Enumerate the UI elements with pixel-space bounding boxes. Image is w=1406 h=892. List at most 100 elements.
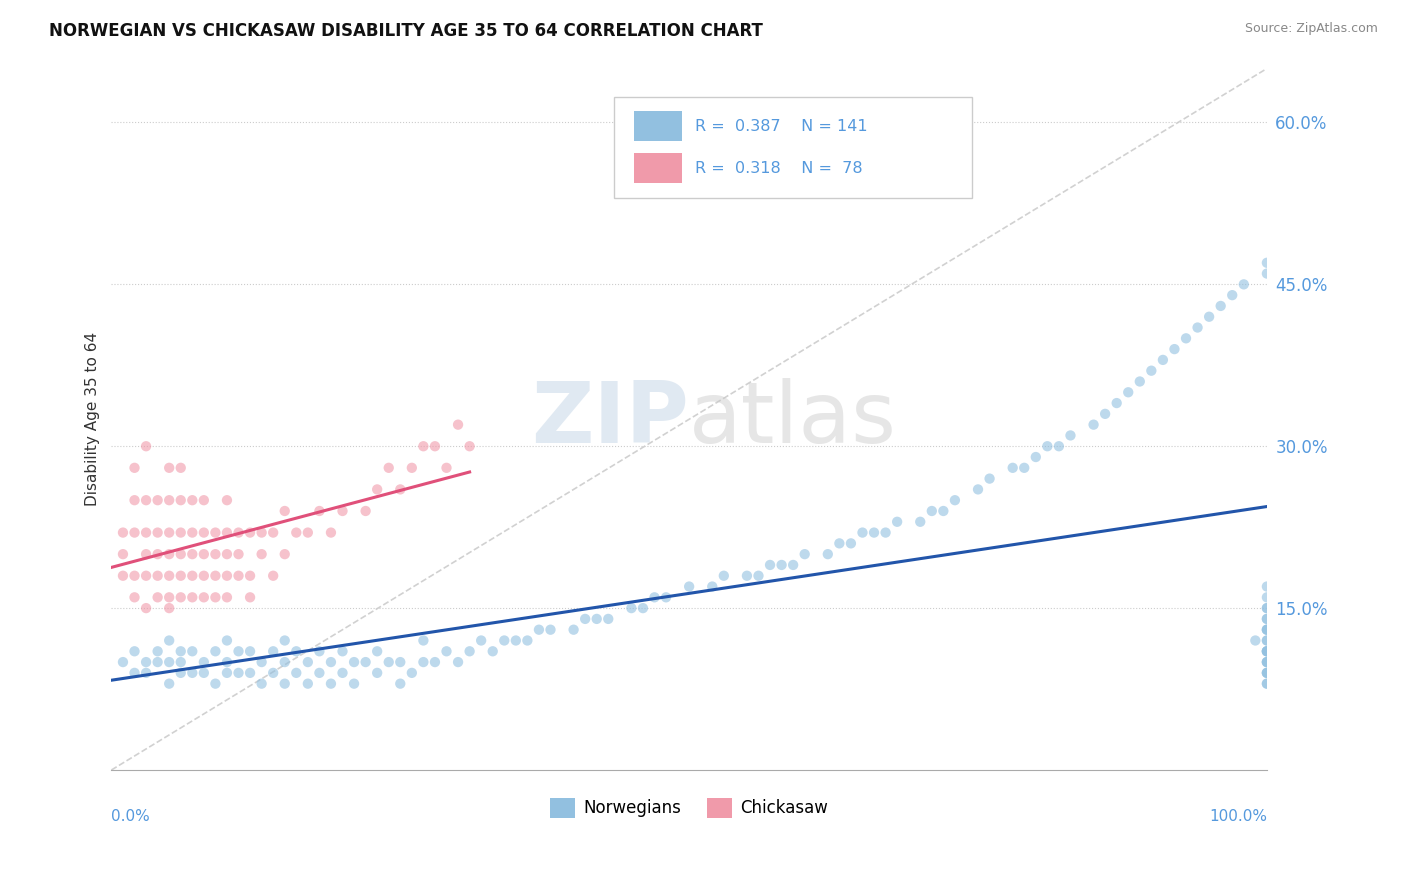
Point	[124, 460, 146, 475]
Point	[319, 676, 342, 690]
Point	[863, 525, 886, 540]
Point	[215, 525, 238, 540]
Point	[170, 493, 193, 508]
Point	[250, 547, 273, 561]
Point	[250, 676, 273, 690]
Point	[562, 623, 585, 637]
Point	[262, 665, 284, 680]
Point	[1256, 580, 1278, 594]
Point	[193, 525, 215, 540]
Point	[423, 655, 446, 669]
Point	[193, 568, 215, 582]
Text: atlas: atlas	[689, 377, 897, 461]
Point	[967, 483, 990, 497]
Point	[412, 439, 434, 453]
Point	[655, 591, 678, 605]
Point	[135, 439, 157, 453]
Point	[886, 515, 908, 529]
Point	[262, 525, 284, 540]
Point	[135, 547, 157, 561]
Point	[516, 633, 538, 648]
Point	[124, 568, 146, 582]
Point	[1256, 665, 1278, 680]
Point	[146, 568, 169, 582]
Point	[1047, 439, 1070, 453]
Point	[343, 655, 366, 669]
Point	[377, 655, 399, 669]
Point	[170, 655, 193, 669]
Point	[181, 665, 204, 680]
Point	[157, 525, 180, 540]
Point	[1256, 676, 1278, 690]
Point	[204, 568, 226, 582]
Point	[875, 525, 897, 540]
Point	[146, 547, 169, 561]
Point	[1001, 460, 1024, 475]
Point	[494, 633, 516, 648]
Point	[389, 655, 412, 669]
Point	[250, 525, 273, 540]
Point	[770, 558, 793, 572]
Point	[332, 644, 354, 658]
Point	[157, 655, 180, 669]
Point	[735, 568, 758, 582]
FancyBboxPatch shape	[634, 153, 682, 183]
Point	[193, 547, 215, 561]
Point	[1036, 439, 1059, 453]
Point	[170, 665, 193, 680]
Point	[215, 665, 238, 680]
Point	[540, 623, 562, 637]
Point	[1244, 633, 1267, 648]
Point	[817, 547, 839, 561]
Point	[527, 623, 550, 637]
Point	[1256, 644, 1278, 658]
Point	[181, 591, 204, 605]
Point	[308, 504, 330, 518]
Point	[181, 644, 204, 658]
Point	[979, 472, 1001, 486]
Point	[401, 460, 423, 475]
Point	[366, 483, 388, 497]
Point	[436, 644, 458, 658]
Point	[793, 547, 815, 561]
Point	[1220, 288, 1243, 302]
Point	[631, 601, 654, 615]
Point	[1256, 644, 1278, 658]
Point	[181, 493, 204, 508]
Point	[377, 460, 399, 475]
Point	[505, 633, 527, 648]
Point	[285, 665, 308, 680]
Point	[157, 547, 180, 561]
Point	[274, 547, 297, 561]
Point	[747, 568, 769, 582]
Point	[1025, 450, 1047, 464]
Point	[308, 644, 330, 658]
Point	[170, 591, 193, 605]
Point	[215, 493, 238, 508]
Point	[204, 676, 226, 690]
Point	[1256, 633, 1278, 648]
Point	[343, 676, 366, 690]
Point	[839, 536, 862, 550]
Point	[423, 439, 446, 453]
Point	[157, 601, 180, 615]
Point	[585, 612, 607, 626]
Point	[193, 665, 215, 680]
Point	[782, 558, 804, 572]
Point	[146, 591, 169, 605]
Point	[274, 676, 297, 690]
Point	[759, 558, 782, 572]
Point	[389, 483, 412, 497]
Point	[458, 644, 481, 658]
Point	[332, 504, 354, 518]
Point	[1256, 676, 1278, 690]
Point	[1256, 633, 1278, 648]
Point	[1163, 342, 1185, 356]
Point	[228, 568, 250, 582]
Point	[412, 633, 434, 648]
Text: 100.0%: 100.0%	[1209, 808, 1267, 823]
Point	[1256, 665, 1278, 680]
Point	[124, 493, 146, 508]
Point	[921, 504, 943, 518]
Point	[1256, 644, 1278, 658]
